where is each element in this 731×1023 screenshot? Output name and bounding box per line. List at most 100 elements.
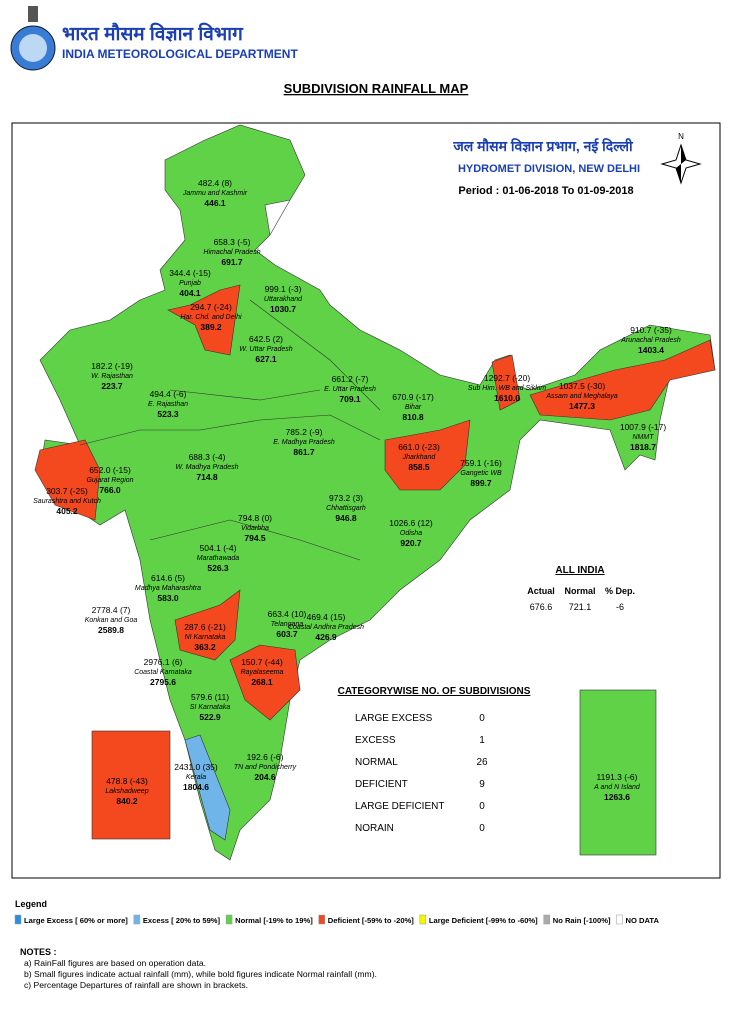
legend-swatch [616,914,623,925]
all-india-value: 721.1 [569,602,592,612]
actual-rainfall: 182.2 (-19) [91,361,133,371]
normal-rainfall: 446.1 [204,198,226,208]
subdivision-name: Saurashtra and Kutch [33,498,101,505]
actual-rainfall: 1292.7 (-20) [484,373,530,383]
subdivision-name: Lakshadweep [105,788,148,795]
all-india-value: -6 [616,602,624,612]
actual-rainfall: 1007.9 (-17) [620,422,666,432]
category-count: 1 [479,735,485,746]
subdivision-name: Arunachal Pradesh [620,337,681,344]
category-label: LARGE EXCESS [355,713,433,724]
actual-rainfall: 999.1 (-3) [265,284,302,294]
legend: Large Excess [ 60% or more] Excess [ 20% … [14,914,660,925]
normal-rainfall: 691.7 [221,257,243,267]
normal-rainfall: 1030.7 [270,304,296,314]
actual-rainfall: 192.6 (-6) [247,752,284,762]
normal-rainfall: 1610.0 [494,393,520,403]
normal-rainfall: 709.1 [339,394,361,404]
subdivision-name: A and N Island [593,784,641,791]
note: c) Percentage Departures of rainfall are… [24,980,248,990]
all-india-header: Actual [527,586,555,596]
actual-rainfall: 1037.5 (-30) [559,381,605,391]
normal-rainfall: 389.2 [200,322,222,332]
subdivision-name: E. Uttar Pradesh [324,386,376,393]
actual-rainfall: 973.2 (3) [329,493,363,503]
actual-rainfall: 759.1 (-16) [460,458,502,468]
legend-swatch [543,914,550,925]
category-label: DEFICIENT [355,779,408,790]
actual-rainfall: 794.8 (0) [238,513,272,523]
all-india-header: Normal [564,586,595,596]
hindi-division: जल मौसम विज्ञान प्रभाग, नई दिल्ली [452,138,634,154]
legend-label: Large Deficient [-99% to -60%] [429,916,538,925]
subdivision-name: Konkan and Goa [85,617,138,624]
note: b) Small figures indicate actual rainfal… [24,969,377,979]
legend-label: No Rain [-100%] [553,916,611,925]
normal-rainfall: 583.0 [157,593,179,603]
actual-rainfall: 344.4 (-15) [169,268,211,278]
category-label: EXCESS [355,735,396,746]
normal-rainfall: 363.2 [194,642,216,652]
actual-rainfall: 294.7 (-24) [190,302,232,312]
subdivision-name: Bihar [405,404,422,411]
hindi-org: भारत मौसम विज्ञान विभाग [62,22,244,45]
actual-rainfall: 1191.3 (-6) [597,772,638,782]
all-india-header: % Dep. [605,586,635,596]
north-arrow: N [660,132,702,185]
subdivision-name: Vidarbha [241,525,269,532]
normal-rainfall: 603.7 [276,629,298,639]
legend-label: Deficient [-59% to -20%] [328,916,415,925]
subdivision-name: W. Uttar Pradesh [239,346,293,353]
subdivision-name: Coastal Andhra Pradesh [288,624,364,631]
actual-rainfall: 670.9 (-17) [392,392,434,402]
subdivision-name: Odisha [400,530,422,537]
actual-rainfall: 469.4 (15) [307,612,346,622]
actual-rainfall: 478.8 (-43) [106,776,148,786]
notes: a) RainFall figures are based on operati… [24,958,377,990]
normal-rainfall: 2589.8 [98,625,124,635]
note: a) RainFall figures are based on operati… [24,958,206,968]
normal-rainfall: 1477.3 [569,401,595,411]
normal-rainfall: 899.7 [470,478,492,488]
actual-rainfall: 663.4 (10) [268,609,307,619]
subdivision-name: Assam and Meghalaya [545,393,617,400]
subdivision-name: Har. Chd. and Delhi [180,314,242,321]
org-name: INDIA METEOROLOGICAL DEPARTMENT [62,47,298,61]
actual-rainfall: 658.3 (-5) [214,237,251,247]
category-count: 26 [476,757,488,768]
normal-rainfall: 405.2 [56,506,78,516]
actual-rainfall: 652.0 (-15) [89,465,131,475]
actual-rainfall: 910.7 (-35) [630,325,672,335]
category-label: NORAIN [355,823,394,834]
actual-rainfall: 579.6 (11) [191,692,229,702]
category-count: 0 [479,823,485,834]
subdivision-name: W. Rajasthan [91,373,133,380]
subdivision-name: Punjab [179,280,201,287]
all-india-title: ALL INDIA [555,565,604,576]
normal-rainfall: 714.8 [196,472,218,482]
actual-rainfall: 661.2 (-7) [332,374,369,384]
normal-rainfall: 861.7 [293,447,315,457]
normal-rainfall: 522.9 [199,712,221,722]
normal-rainfall: 223.7 [101,381,123,391]
subdivision-name: Gangetic WB [460,470,502,477]
legend-label: Large Excess [ 60% or more] [24,916,128,925]
subdivision-name: W. Madhya Pradesh [175,464,238,471]
subdivision-name: SI Karnataka [190,704,231,711]
legend-label: NO DATA [626,916,660,925]
subdivision-name: Kerala [186,774,206,781]
notes-title: NOTES : [20,947,57,957]
normal-rainfall: 946.8 [335,513,357,523]
normal-rainfall: 526.3 [207,563,229,573]
legend-swatch [419,914,427,925]
subdivision-name: Uttarakhand [264,296,303,303]
legend-label: Normal [-19% to 19%] [235,916,313,925]
subdivision-name: Madhya Maharashtra [135,585,201,592]
actual-rainfall: 1026.6 (12) [389,518,433,528]
normal-rainfall: 1818.7 [630,442,656,452]
actual-rainfall: 614.6 (5) [151,573,185,583]
subdivision-name: E. Rajasthan [148,401,188,408]
